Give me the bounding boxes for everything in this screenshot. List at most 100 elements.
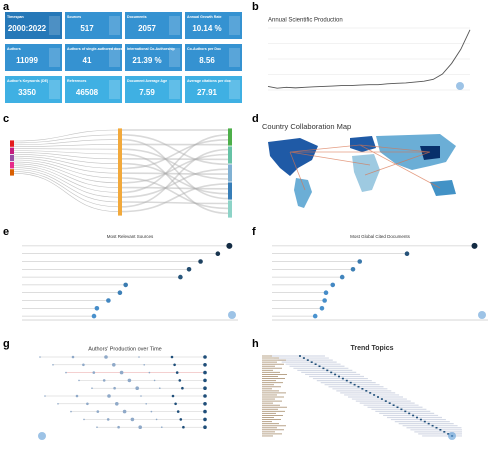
topic-dot bbox=[322, 367, 325, 370]
card-value: 21.39 % bbox=[132, 56, 161, 65]
production-dot bbox=[203, 355, 207, 359]
topic-dot bbox=[361, 388, 364, 390]
dot bbox=[323, 290, 329, 296]
panel-letter: e bbox=[3, 226, 9, 238]
card-label: Timespan bbox=[7, 15, 24, 19]
production-dot bbox=[122, 409, 127, 414]
production-dot bbox=[178, 379, 182, 382]
production-dot bbox=[173, 363, 176, 367]
card-label: Average citations per doc bbox=[187, 79, 231, 83]
production-dot bbox=[130, 417, 135, 422]
sankey-flow bbox=[121, 134, 229, 194]
logo bbox=[478, 311, 486, 319]
topic-dot bbox=[427, 422, 430, 425]
dot bbox=[319, 306, 325, 311]
topic-dot bbox=[345, 379, 348, 382]
panel-letter: h bbox=[252, 338, 259, 350]
card-value: 2057 bbox=[138, 24, 156, 33]
topic-dot bbox=[310, 361, 313, 363]
card-label: References bbox=[67, 79, 86, 83]
north-america bbox=[268, 138, 318, 176]
topic-dot bbox=[302, 357, 305, 359]
panel-letter: g bbox=[3, 338, 10, 350]
dot bbox=[357, 259, 363, 264]
production-dot bbox=[171, 394, 175, 398]
sankey-flow bbox=[13, 129, 119, 142]
card-icon-area bbox=[229, 16, 240, 35]
card-value: 2000:2022 bbox=[8, 24, 47, 33]
card-icon-area bbox=[49, 48, 60, 67]
topic-dot bbox=[306, 359, 309, 361]
sankey-flow bbox=[121, 162, 229, 195]
card-value: 517 bbox=[80, 24, 94, 33]
sankey-node bbox=[10, 147, 14, 154]
production-dot bbox=[135, 386, 139, 391]
card-label: Sources bbox=[67, 15, 81, 19]
logo bbox=[456, 82, 464, 90]
map bbox=[262, 134, 472, 212]
dot bbox=[123, 282, 128, 288]
sankey-node bbox=[10, 154, 14, 162]
production-dot bbox=[203, 425, 207, 430]
sankey-node bbox=[228, 182, 232, 200]
production-dot bbox=[203, 370, 207, 375]
card-icon-area bbox=[49, 16, 60, 35]
topic-dot bbox=[338, 375, 340, 378]
production-dot bbox=[148, 371, 151, 374]
topic-dot bbox=[447, 433, 450, 435]
panel-title: Trend Topics bbox=[350, 345, 393, 352]
sankey-flow bbox=[121, 148, 229, 180]
topic-dot bbox=[388, 402, 391, 404]
sankey-flow bbox=[13, 169, 119, 203]
sankey-flow bbox=[13, 144, 119, 147]
topic-dot bbox=[416, 416, 418, 419]
card-icon-area bbox=[169, 48, 180, 67]
production-dot bbox=[96, 410, 100, 413]
australia bbox=[430, 180, 456, 196]
production-dot bbox=[203, 394, 207, 398]
production-dot bbox=[119, 370, 124, 375]
card-value: 3350 bbox=[18, 88, 36, 97]
sankey-flow bbox=[13, 167, 119, 198]
card bbox=[65, 12, 122, 39]
sankey-flow bbox=[13, 165, 119, 193]
panel-letter: f bbox=[252, 226, 256, 238]
production-dot bbox=[86, 402, 89, 406]
card-value: 46508 bbox=[76, 88, 99, 97]
production-dot bbox=[44, 395, 46, 397]
card-value: 41 bbox=[83, 56, 92, 65]
sankey-flow bbox=[13, 139, 119, 146]
production-dot bbox=[71, 355, 75, 359]
dot bbox=[226, 242, 233, 249]
card bbox=[125, 76, 182, 103]
topic-dot bbox=[365, 390, 368, 392]
sankey-node bbox=[118, 128, 122, 216]
topic-dot bbox=[330, 371, 333, 374]
sankey-node bbox=[228, 200, 232, 218]
production-dot bbox=[127, 378, 132, 383]
card bbox=[125, 44, 182, 71]
chart-title: Most Relevant Sources bbox=[107, 234, 154, 239]
dot bbox=[312, 313, 318, 319]
production-dot bbox=[176, 410, 180, 413]
production-dot bbox=[39, 356, 41, 358]
topic-dot bbox=[419, 418, 422, 421]
line-series bbox=[267, 29, 471, 89]
dot bbox=[91, 313, 97, 319]
sankey-node bbox=[10, 140, 14, 147]
sankey-flow bbox=[121, 186, 229, 190]
dot bbox=[330, 282, 336, 288]
production-dot bbox=[143, 364, 145, 366]
card-value: 10.14 % bbox=[192, 24, 221, 33]
production-dot bbox=[104, 355, 108, 359]
sankey-flow bbox=[121, 172, 229, 175]
topic-dot bbox=[443, 431, 446, 433]
production-dot bbox=[52, 364, 54, 366]
card bbox=[185, 44, 242, 71]
sankey-flow bbox=[121, 168, 229, 198]
topic-dot bbox=[439, 429, 442, 431]
card-label: Annual Growth Rate bbox=[187, 15, 222, 19]
dot bbox=[198, 259, 203, 264]
sankey-node bbox=[10, 162, 14, 169]
